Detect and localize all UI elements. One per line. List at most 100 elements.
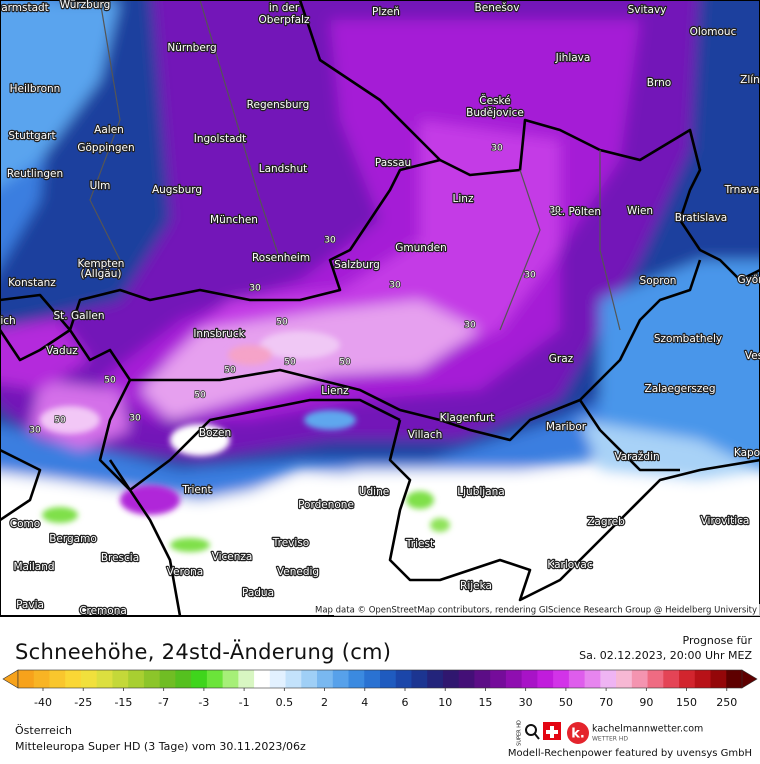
- legend-swatch: [112, 670, 129, 688]
- place-label: Kapo: [734, 447, 760, 459]
- legend-swatch: [474, 670, 491, 688]
- legend-label: 30: [519, 696, 533, 709]
- place-label: (Allgäu): [81, 268, 122, 280]
- place-label: Göppingen: [77, 142, 134, 154]
- legend-label: 6: [402, 696, 409, 709]
- legend-label: 4: [361, 696, 368, 709]
- place-label: Virovitica: [701, 515, 750, 527]
- place-label: ich: [0, 315, 15, 327]
- legend-swatch: [631, 670, 649, 688]
- place-label: Stuttgart: [8, 130, 55, 142]
- place-label: Verona: [167, 566, 203, 578]
- legend-swatch: [505, 670, 523, 688]
- legend-swatch: [238, 670, 255, 688]
- place-label: Linz: [453, 193, 474, 205]
- place-label: Svitavy: [628, 4, 667, 16]
- region: Österreich: [15, 724, 72, 737]
- place-label: Nürnberg: [167, 42, 216, 54]
- contour-label: 50: [224, 366, 236, 376]
- place-label: Würzburg: [60, 0, 111, 11]
- place-label: Triest: [405, 538, 434, 550]
- legend-swatch: [49, 670, 66, 688]
- place-label: Sopron: [640, 275, 677, 287]
- legend-swatch: [18, 670, 35, 688]
- legend-label: -40: [34, 696, 52, 709]
- model-info: Mitteleuropa Super HD (3 Tage) vom 30.11…: [15, 740, 306, 753]
- place-label: St. Pölten: [551, 206, 601, 218]
- place-label: Konstanz: [8, 277, 56, 289]
- brand-circle: [567, 722, 589, 744]
- legend-swatch: [616, 670, 633, 688]
- contour-label: 50: [104, 376, 116, 386]
- place-label: in der: [269, 2, 300, 14]
- legend-swatch: [411, 670, 428, 688]
- legend-swatch: [285, 670, 302, 688]
- legend-swatch: [537, 670, 554, 688]
- place-label: Ves: [745, 350, 760, 362]
- legend-swatch: [191, 670, 208, 688]
- legend-swatch: [521, 670, 538, 688]
- legend-label: -3: [198, 696, 209, 709]
- legend-swatch: [584, 670, 601, 688]
- place-label: Ingolstadt: [194, 133, 247, 145]
- legend-label: 150: [676, 696, 697, 709]
- place-label: Trient: [181, 484, 211, 496]
- place-label: Brescia: [101, 552, 139, 564]
- legend-swatch: [348, 670, 365, 688]
- legend-label: -25: [74, 696, 92, 709]
- place-label: Reutlingen: [7, 168, 63, 180]
- legend-swatch: [269, 670, 287, 688]
- legend-label: 70: [599, 696, 613, 709]
- place-label: České: [479, 94, 510, 107]
- title: Schneehöhe, 24std-Änderung (cm): [15, 639, 391, 664]
- place-label: München: [210, 214, 258, 226]
- place-label: Benešov: [475, 2, 520, 14]
- place-label: Heilbronn: [10, 83, 61, 95]
- contour-label: 30: [389, 281, 401, 291]
- legend-label: 15: [478, 696, 492, 709]
- power-note: Modell-Rechenpower featured by uvensys G…: [508, 748, 752, 759]
- place-label: Wien: [627, 205, 653, 217]
- legend-swatch: [317, 670, 334, 688]
- place-label: Maribor: [546, 421, 587, 433]
- place-label: Mailand: [13, 561, 54, 573]
- legend-arrow-left: [2, 669, 19, 689]
- contour-label: 50: [194, 391, 206, 401]
- place-label: Aalen: [94, 124, 124, 136]
- place-label: Udine: [359, 486, 389, 498]
- legend-label: -1: [239, 696, 250, 709]
- color-legend: -40 -25 -15 -7 -3 -1 0.5 2 4 6 10 15 30 50 70 90 150 250: [2, 669, 758, 709]
- place-label: Olomouc: [690, 26, 737, 38]
- place-label: Bergamo: [49, 533, 97, 545]
- legend-swatch: [663, 670, 680, 688]
- legend-swatch: [80, 670, 98, 688]
- place-label: Ljubljana: [457, 486, 504, 498]
- place-label: Vaduz: [46, 345, 78, 357]
- legend-swatch: [395, 670, 412, 688]
- legend-swatch: [222, 670, 239, 688]
- place-label: Rijeka: [460, 580, 492, 592]
- swiss-cross: [546, 726, 558, 738]
- place-label: Passau: [375, 157, 411, 169]
- legend-swatch: [427, 670, 444, 688]
- place-label: Kempten: [78, 258, 125, 270]
- attribution-bg: [334, 604, 760, 616]
- place-label: Lienz: [321, 385, 349, 397]
- place-label: Augsburg: [152, 184, 202, 196]
- place-label: Zalaegerszeg: [645, 383, 716, 395]
- place-label: Como: [10, 518, 40, 530]
- place-label: Varaždin: [614, 451, 659, 463]
- place-label: Landshut: [259, 163, 308, 175]
- place-label: Regensburg: [247, 99, 310, 111]
- legend-swatch: [490, 670, 507, 688]
- legend-swatch: [600, 670, 617, 688]
- place-label: Trnava: [724, 184, 760, 196]
- forecast-time: Sa. 02.12.2023, 20:00 Uhr MEZ: [579, 649, 752, 662]
- legend-swatch: [679, 670, 696, 688]
- legend-swatch: [694, 670, 712, 688]
- logo: SUPER HD k. kachelmannwetter.com WETTER …: [508, 720, 752, 759]
- legend-swatch: [458, 670, 475, 688]
